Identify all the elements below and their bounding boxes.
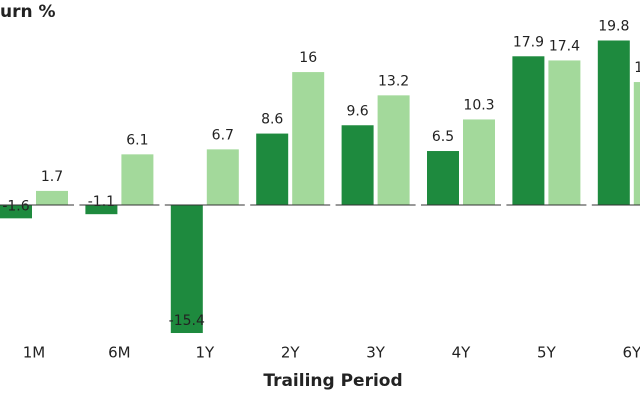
value-label: -1.6 xyxy=(2,198,29,214)
value-label: 19.8 xyxy=(598,19,629,35)
bar xyxy=(256,133,289,206)
value-label: 16 xyxy=(299,50,317,66)
bar xyxy=(633,82,640,206)
bar xyxy=(427,151,459,206)
value-label: 10.3 xyxy=(463,97,494,113)
x-axis-title: Trailing Period xyxy=(263,371,402,391)
x-tick-label: 1Y xyxy=(195,344,215,362)
bar xyxy=(36,190,68,206)
bar xyxy=(85,205,118,215)
value-label: 17.9 xyxy=(513,34,544,50)
bar xyxy=(0,205,32,219)
value-label: 6.5 xyxy=(432,129,454,145)
bar xyxy=(512,56,545,206)
value-label: 9.6 xyxy=(346,103,368,119)
bar xyxy=(170,205,203,334)
bar xyxy=(597,40,630,206)
bar xyxy=(206,149,239,206)
x-tick-label: 3Y xyxy=(366,344,386,362)
x-tick-label: 5Y xyxy=(537,344,557,362)
value-label: 14.8 xyxy=(634,60,640,76)
bar xyxy=(548,60,581,206)
bar xyxy=(463,119,495,206)
chart-title: urn % xyxy=(0,2,56,22)
bar xyxy=(341,125,374,206)
x-tick-label: 6Y xyxy=(622,344,640,362)
value-label: 13.2 xyxy=(378,73,409,89)
value-label: 17.4 xyxy=(549,38,580,54)
value-label: 6.7 xyxy=(212,127,234,143)
value-label: 8.6 xyxy=(261,112,283,128)
value-label: 1.7 xyxy=(41,169,63,185)
x-tick-label: 1M xyxy=(23,344,46,362)
value-label: -15.4 xyxy=(169,313,205,329)
bar xyxy=(377,95,410,206)
x-tick-label: 4Y xyxy=(452,344,472,362)
x-tick-label: 2Y xyxy=(281,344,301,362)
value-label: 6.1 xyxy=(126,132,148,148)
bar xyxy=(292,72,325,206)
x-tick-label: 6M xyxy=(108,344,131,362)
bar xyxy=(121,154,154,206)
value-label: -1.1 xyxy=(88,194,115,210)
